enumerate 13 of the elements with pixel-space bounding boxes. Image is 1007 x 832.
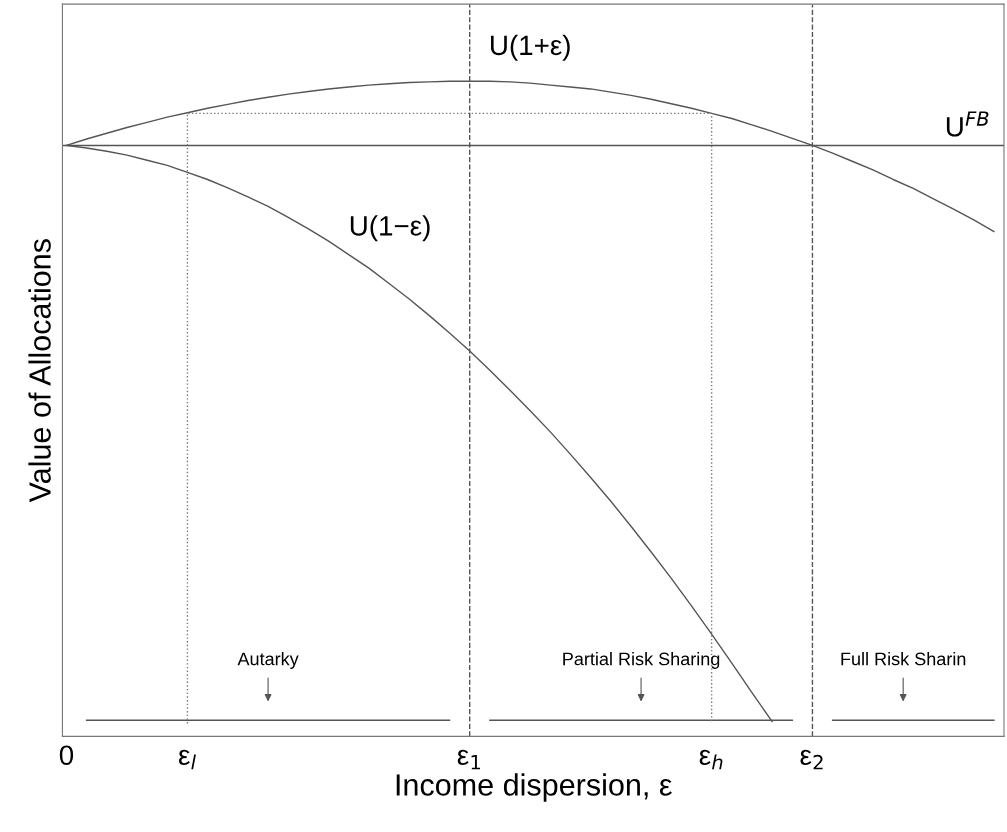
series-label: U(1−ε) (350, 215, 430, 242)
x-tick-label: ε$_{1}$ (457, 749, 481, 770)
x-tick-label: ε$_{2}$ (800, 749, 823, 770)
x-tick-label: ε$_{h}$ (699, 749, 723, 770)
annotation: Full Risk Sharin (841, 652, 966, 666)
annotation: Partial Risk Sharing (563, 652, 720, 669)
series-label: U(1+ε) (491, 34, 570, 61)
x-axis-title: Income dispersion, ε (396, 773, 672, 802)
ref-line-label: U$^{FB}$ (946, 111, 989, 137)
annotation: Autarky (237, 652, 299, 669)
y-axis-title: Value of Allocations (28, 239, 51, 503)
x-tick-label: 0 (59, 745, 74, 766)
x-tick-label: ε$_{l}$ (178, 749, 196, 770)
